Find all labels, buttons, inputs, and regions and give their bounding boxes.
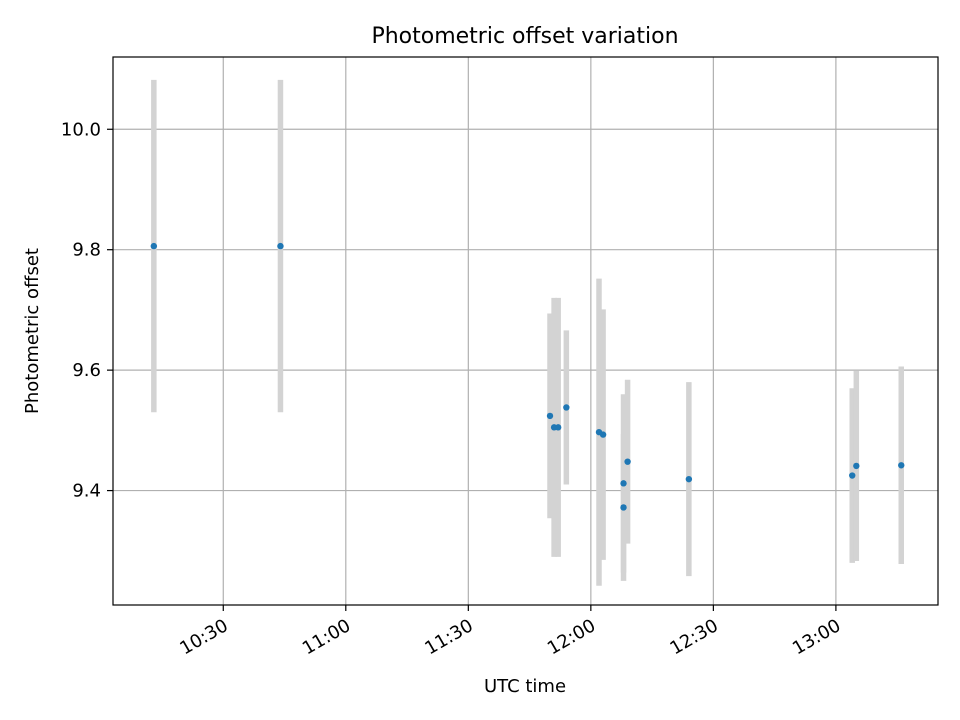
data-points [150, 242, 905, 511]
data-point [898, 462, 905, 469]
x-tick-label: 13:00 [789, 615, 844, 659]
y-tick-label: 10.0 [61, 119, 101, 140]
data-point [620, 504, 627, 511]
data-point [546, 412, 554, 420]
x-tick-label: 11:30 [421, 615, 476, 659]
x-tick-label: 12:30 [666, 615, 721, 659]
y-tick-label: 9.6 [72, 360, 101, 381]
plot-background [113, 57, 938, 605]
grid [113, 57, 938, 605]
data-point [853, 462, 860, 470]
data-point [563, 404, 570, 411]
data-point [277, 242, 284, 250]
chart-title: Photometric offset variation [371, 24, 678, 49]
plot-frame [112, 56, 939, 606]
data-point [554, 424, 562, 431]
y-tick-label: 9.4 [72, 481, 101, 502]
data-point [685, 475, 693, 483]
y-axis-label: Photometric offset [22, 248, 43, 414]
x-tick-label: 12:00 [544, 615, 599, 659]
data-point [620, 480, 627, 487]
y-tick-label: 9.8 [72, 240, 101, 261]
x-tick-label: 11:00 [299, 615, 354, 659]
x-tick-label: 10:30 [176, 615, 231, 659]
data-point [599, 431, 607, 438]
data-point [624, 458, 631, 465]
data-point [150, 242, 158, 250]
x-axis-label: UTC time [484, 676, 566, 697]
data-point [849, 472, 856, 479]
